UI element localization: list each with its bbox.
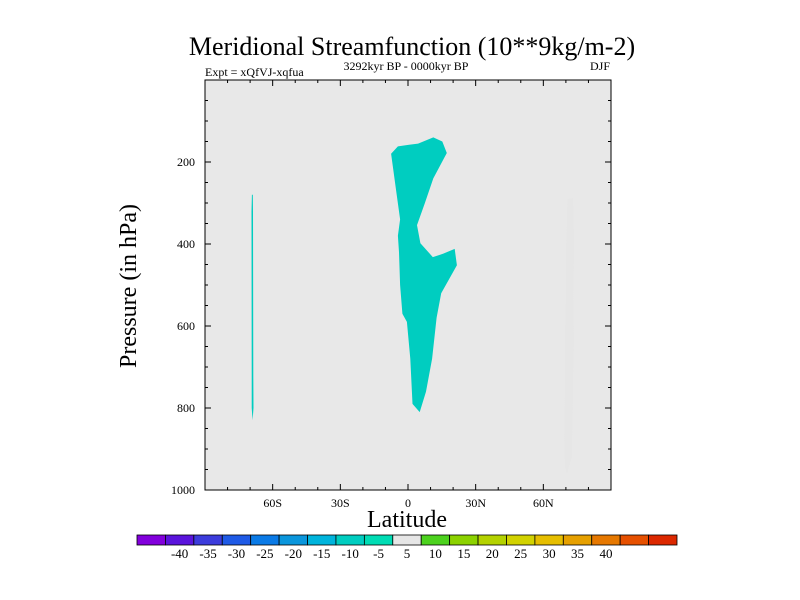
colorbar-swatch xyxy=(165,534,195,546)
colorbar-swatch xyxy=(420,534,451,546)
colorbar-label: -15 xyxy=(313,546,330,561)
colorbar-swatch xyxy=(363,534,394,546)
colorbar-swatch xyxy=(619,534,649,546)
x-tick-label: 0 xyxy=(405,496,411,510)
chart-subtitle-right: DJF xyxy=(590,59,610,73)
colorbar-label: 30 xyxy=(543,546,556,561)
colorbar-label: 10 xyxy=(429,546,442,561)
colorbar-swatch xyxy=(392,534,422,546)
colorbar-label: -20 xyxy=(285,546,302,561)
colorbar-label: 15 xyxy=(457,546,470,561)
colorbar-swatch xyxy=(193,534,223,546)
x-tick-label: 30N xyxy=(465,496,486,510)
colorbar-swatch xyxy=(307,534,337,546)
colorbar-swatch xyxy=(562,534,593,546)
colorbar-label: 20 xyxy=(486,546,499,561)
chart-subtitle-center: 3292kyr BP - 0000kyr BP xyxy=(344,59,469,73)
y-tick-label: 800 xyxy=(177,401,195,415)
colorbar-swatch xyxy=(250,534,280,546)
chart-subtitle-left: Expt = xQfVJ-xqfua xyxy=(205,65,304,79)
colorbar-swatch xyxy=(477,534,507,546)
colorbar-swatch xyxy=(136,534,166,546)
x-tick-label: 60S xyxy=(263,496,282,510)
colorbar-label: -10 xyxy=(341,546,358,561)
colorbar-swatch xyxy=(335,534,365,546)
colorbar-label: -5 xyxy=(373,546,384,561)
contour-southern-negative-sliver xyxy=(251,194,254,421)
contour-regions xyxy=(251,137,574,475)
chart-title: Meridional Streamfunction (10**9kg/m-2) xyxy=(189,32,635,61)
y-tick-label: 400 xyxy=(177,237,195,251)
colorbar-swatch xyxy=(278,534,308,546)
x-axis: 60S 30S 0 30N 60N xyxy=(227,80,589,510)
y-axis: 200 400 600 800 1000 xyxy=(171,100,611,497)
colorbar-label: 25 xyxy=(514,546,527,561)
colorbar-label: -30 xyxy=(228,546,245,561)
x-axis-label: Latitude xyxy=(367,507,447,533)
y-tick-label: 1000 xyxy=(171,483,195,497)
colorbar-swatch xyxy=(591,534,621,546)
x-tick-label: 60N xyxy=(533,496,554,510)
y-tick-label: 200 xyxy=(177,155,195,169)
x-tick-label: 30S xyxy=(331,496,350,510)
colorbar-swatch xyxy=(221,534,252,546)
colorbar-label: 40 xyxy=(599,546,612,561)
y-axis-label: Pressure (in hPa) xyxy=(116,204,142,368)
contour-tropical-negative-cell xyxy=(391,137,457,413)
y-tick-label: 600 xyxy=(177,319,195,333)
colorbar-label: 5 xyxy=(404,546,411,561)
colorbar-label: -35 xyxy=(199,546,216,561)
colorbar-label: 35 xyxy=(571,546,584,561)
colorbar: -40 -35 -30 -25 -20 -15 -10 -5 5 10 15 20 25 30 35 40 xyxy=(136,534,678,561)
colorbar-swatch xyxy=(449,534,479,546)
colorbar-label: -25 xyxy=(256,546,273,561)
contour-northern-positive-tongue xyxy=(564,198,574,475)
colorbar-swatch xyxy=(534,534,564,546)
colorbar-swatch xyxy=(506,534,536,546)
colorbar-swatch xyxy=(648,534,678,546)
colorbar-label: -40 xyxy=(171,546,188,561)
